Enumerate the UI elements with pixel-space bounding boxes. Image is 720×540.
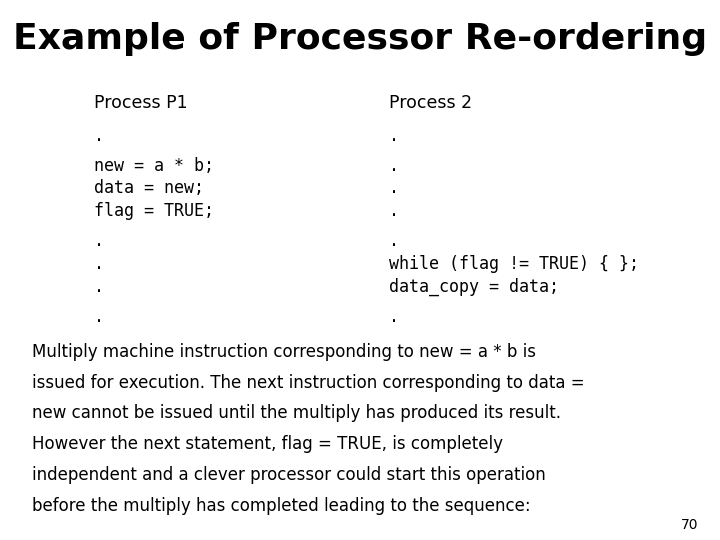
Text: .: .: [94, 308, 104, 326]
Text: new cannot be issued until the multiply has produced its result.: new cannot be issued until the multiply …: [32, 404, 562, 422]
Text: .: .: [389, 308, 399, 326]
Text: flag = TRUE;: flag = TRUE;: [94, 202, 214, 220]
Text: .: .: [94, 278, 104, 295]
Text: before the multiply has completed leading to the sequence:: before the multiply has completed leadin…: [32, 497, 531, 515]
Text: .: .: [94, 127, 104, 145]
Text: new = a * b;: new = a * b;: [94, 157, 214, 174]
Text: .: .: [389, 127, 399, 145]
Text: .: .: [389, 202, 399, 220]
Text: data_copy = data;: data_copy = data;: [389, 278, 559, 296]
Text: Process 2: Process 2: [389, 94, 472, 112]
Text: Multiply machine instruction corresponding to new = a * b is: Multiply machine instruction correspondi…: [32, 343, 536, 361]
Text: .: .: [389, 179, 399, 197]
Text: However the next statement, flag = TRUE, is completely: However the next statement, flag = TRUE,…: [32, 435, 503, 453]
Text: .: .: [94, 232, 104, 250]
Text: issued for execution. The next instruction corresponding to data =: issued for execution. The next instructi…: [32, 374, 585, 391]
Text: Process P1: Process P1: [94, 94, 187, 112]
Text: Example of Processor Re-ordering: Example of Processor Re-ordering: [13, 22, 707, 56]
Text: while (flag != TRUE) { };: while (flag != TRUE) { };: [389, 255, 639, 273]
Text: 70: 70: [681, 518, 698, 532]
Text: .: .: [94, 255, 104, 273]
Text: data = new;: data = new;: [94, 179, 204, 197]
Text: independent and a clever processor could start this operation: independent and a clever processor could…: [32, 466, 546, 484]
Text: .: .: [389, 232, 399, 250]
Text: .: .: [389, 157, 399, 174]
